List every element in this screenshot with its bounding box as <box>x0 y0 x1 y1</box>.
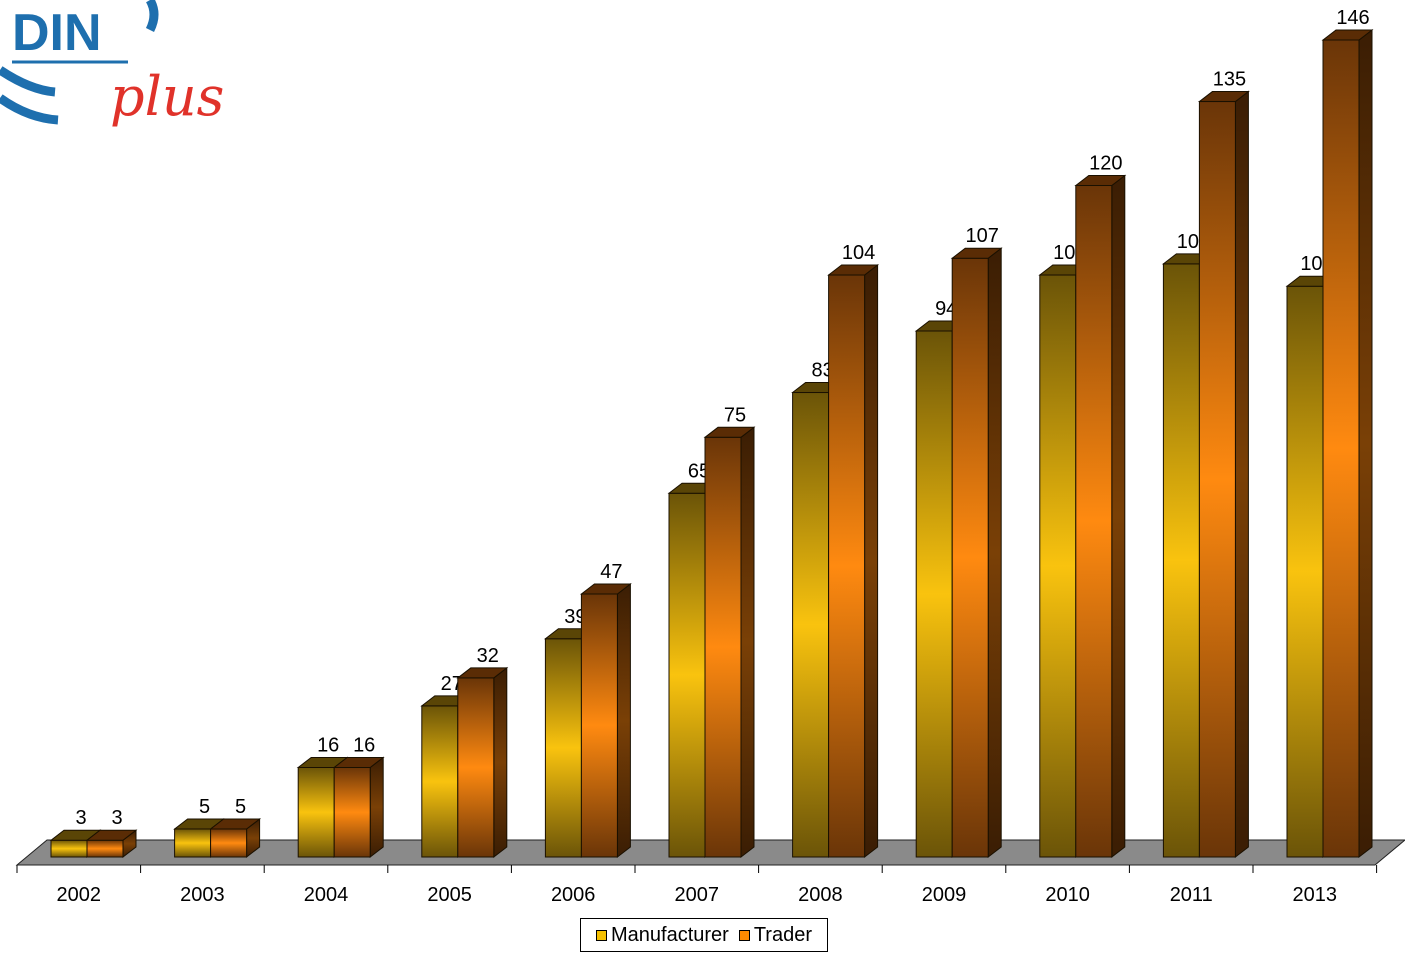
bar-trader-2002 <box>86 839 124 858</box>
x-axis: 2002 2003 2004 2005 2006 2007 2008 2009 2010 2011… <box>16 865 1378 906</box>
data-label-trader-2003: 5 <box>235 796 246 818</box>
bar-manufacturer-2011 <box>1162 263 1200 858</box>
legend-label-trader: Trader <box>753 923 812 946</box>
bar-trader-2013 <box>1322 39 1360 858</box>
bar-top-trader-2008 <box>827 264 880 276</box>
bar-manufacturer-2009 <box>915 330 953 858</box>
bar-manufacturer-2002 <box>50 839 88 858</box>
bar-side-trader-2007 <box>740 426 755 859</box>
bar-top-trader-2009 <box>950 247 1003 259</box>
bar-top-trader-2004 <box>332 756 385 768</box>
data-label-trader-2010: 120 <box>1089 152 1122 174</box>
bar-side-trader-2005 <box>493 666 508 859</box>
bar-trader-2010 <box>1075 184 1113 858</box>
x-tick-label-2004: 2004 <box>304 884 349 906</box>
data-label-trader-2013: 146 <box>1336 7 1369 29</box>
bar-side-trader-2004 <box>369 756 384 859</box>
x-tick-label-2011: 2011 <box>1170 884 1213 906</box>
bar-top-trader-2002 <box>85 829 138 841</box>
bar-manufacturer-2004 <box>297 766 335 858</box>
bar-trader-2008 <box>828 274 866 858</box>
bar-trader-2007 <box>704 436 742 858</box>
bar-top-trader-2007 <box>703 426 756 438</box>
data-label-trader-2004: 16 <box>353 734 375 756</box>
legend-label-manufacturer: Manufacturer <box>610 923 729 946</box>
data-label-trader-2007: 75 <box>724 404 746 426</box>
legend-swatch-trader <box>738 929 750 941</box>
bar-trader-2003 <box>210 828 248 858</box>
x-tick-label-2007: 2007 <box>675 884 720 906</box>
x-tick-label-2005: 2005 <box>427 884 472 906</box>
data-label-trader-2006: 47 <box>600 561 622 583</box>
bar-side-trader-2009 <box>987 247 1002 859</box>
x-tick-label-2008: 2008 <box>798 884 843 906</box>
x-tick-label-2006: 2006 <box>551 884 596 906</box>
x-tick-label-2010: 2010 <box>1045 884 1090 906</box>
bar-top-trader-2006 <box>579 583 632 595</box>
bars-group: 3 35 516 1627323947657583104941071041201061… <box>49 7 1374 859</box>
bar-top-trader-2011 <box>1197 91 1250 103</box>
bar-trader-2006 <box>580 593 618 858</box>
data-label-manufacturer-2003: 5 <box>199 796 210 818</box>
bar-manufacturer-2013 <box>1286 285 1324 858</box>
bar-side-trader-2008 <box>864 264 879 859</box>
legend-item-trader: Trader <box>738 923 812 947</box>
data-label-trader-2005: 32 <box>477 645 499 667</box>
bar-trader-2005 <box>457 677 495 858</box>
bar-top-trader-2010 <box>1074 174 1127 186</box>
chart-legend: Manufacturer Trader <box>580 918 828 952</box>
x-tick-label-2002: 2002 <box>57 884 102 906</box>
bar-top-trader-2003 <box>209 818 262 830</box>
bar-manufacturer-2003 <box>174 828 212 858</box>
bar-top-trader-2005 <box>456 667 509 679</box>
bar-side-trader-2006 <box>616 582 631 859</box>
bar-side-trader-2011 <box>1234 90 1249 859</box>
bar-manufacturer-2007 <box>668 492 706 858</box>
x-tick-label-2009: 2009 <box>922 884 967 906</box>
bar-side-trader-2013 <box>1358 28 1373 859</box>
data-label-manufacturer-2004: 16 <box>317 734 339 756</box>
data-label-trader-2008: 104 <box>842 242 875 264</box>
x-tick-label-2003: 2003 <box>180 884 225 906</box>
bar-side-trader-2010 <box>1111 174 1126 859</box>
bar-manufacturer-2010 <box>1039 274 1077 858</box>
data-label-trader-2002: 3 <box>111 807 122 829</box>
data-label-manufacturer-2002: 3 <box>75 807 86 829</box>
svg-text:DIN: DIN <box>12 4 102 62</box>
legend-item-manufacturer: Manufacturer <box>595 923 729 947</box>
data-label-trader-2011: 135 <box>1213 69 1246 91</box>
bar-trader-2004 <box>333 766 371 858</box>
svg-text:plus: plus <box>110 65 224 128</box>
x-tick-label-2013: 2013 <box>1293 884 1338 906</box>
bar-manufacturer-2006 <box>544 638 582 858</box>
bar-manufacturer-2005 <box>421 705 459 858</box>
din-plus-logo: DIN plus <box>0 0 224 128</box>
bar-trader-2011 <box>1198 101 1236 858</box>
legend-swatch-manufacturer <box>595 929 607 941</box>
data-label-trader-2009: 107 <box>966 225 999 247</box>
bar-top-trader-2013 <box>1321 29 1374 41</box>
bar-trader-2009 <box>951 257 989 858</box>
bar-manufacturer-2008 <box>792 392 830 858</box>
